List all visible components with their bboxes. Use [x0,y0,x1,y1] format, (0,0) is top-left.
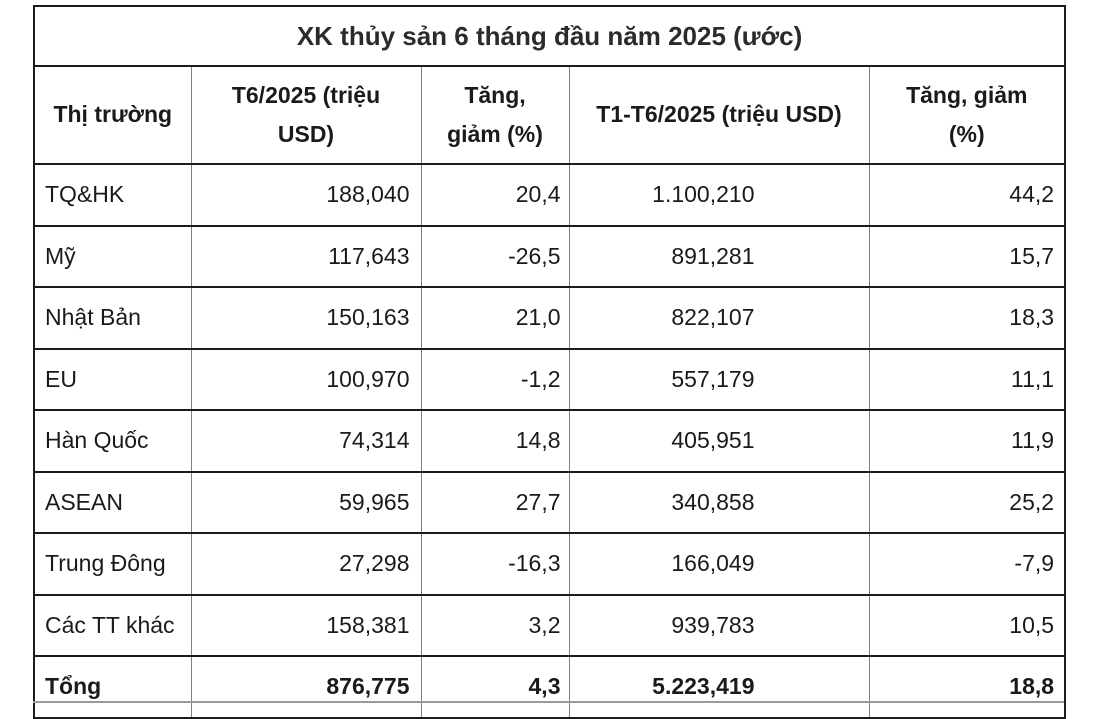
table-body: TQ&HK 188,040 20,4 1.100,210 44,2 Mỹ 117,643 -2… [34,164,1066,719]
t1t6-change-cell: 44,2 [868,164,1066,227]
cut-off-next-row-divider [33,701,1064,703]
table-row: EU 100,970 -1,2 557,179 11,1 [34,348,1066,411]
t1t6-change-cell: -7,9 [868,533,1066,596]
t1t6-change-cell: 15,7 [868,225,1066,288]
t1t6-value-cell: 405,951 [568,410,869,473]
table-row: Nhật Bản 150,163 21,0 822,107 18,3 [34,287,1066,350]
table-header-row: Thị trường T6/2025 (triệu USD) Tăng, giả… [34,66,1066,165]
table-row: Các TT khác 158,381 3,2 939,783 10,5 [34,594,1066,657]
t6-value-cell: 117,643 [190,225,421,288]
t1t6-value-cell: 891,281 [568,225,869,288]
t1t6-value-cell: 939,783 [568,594,869,657]
t6-change-cell: 21,0 [420,287,569,350]
market-name: Tổng [34,656,191,719]
t6-value-cell: 100,970 [190,348,421,411]
table-row: TQ&HK 188,040 20,4 1.100,210 44,2 [34,164,1066,227]
t6-value-cell: 876,775 [190,656,421,719]
market-name: TQ&HK [34,164,191,227]
t1t6-value-cell: 340,858 [568,471,869,534]
t1t6-change-cell: 18,3 [868,287,1066,350]
table-row: Hàn Quốc 74,314 14,8 405,951 11,9 [34,410,1066,473]
seafood-export-table: XK thủy sản 6 tháng đầu năm 2025 (ước) T… [33,5,1067,719]
table-row: Trung Đông 27,298 -16,3 166,049 -7,9 [34,533,1066,596]
t6-value-cell: 188,040 [190,164,421,227]
market-name: Trung Đông [34,533,191,596]
t6-value-cell: 74,314 [190,410,421,473]
t6-change-cell: 27,7 [420,471,569,534]
col-header-market: Thị trường [34,66,191,165]
table-row: ASEAN 59,965 27,7 340,858 25,2 [34,471,1066,534]
t6-change-cell: -1,2 [420,348,569,411]
t6-change-cell: 14,8 [420,410,569,473]
t6-value-cell: 150,163 [190,287,421,350]
market-name: ASEAN [34,471,191,534]
t1t6-value-cell: 5.223,419 [568,656,869,719]
table-row: Mỹ 117,643 -26,5 891,281 15,7 [34,225,1066,288]
t6-value-cell: 59,965 [190,471,421,534]
t1t6-change-cell: 25,2 [868,471,1066,534]
col-header-t6-change: Tăng, giảm (%) [420,66,569,165]
market-name: Các TT khác [34,594,191,657]
t6-change-cell: -26,5 [420,225,569,288]
t6-change-cell: 3,2 [420,594,569,657]
t1t6-change-cell: 18,8 [868,656,1066,719]
market-name: Hàn Quốc [34,410,191,473]
col-header-t6-value: T6/2025 (triệu USD) [190,66,421,165]
total-row: Tổng 876,775 4,3 5.223,419 18,8 [34,656,1066,719]
t1t6-value-cell: 166,049 [568,533,869,596]
t6-change-cell: 20,4 [420,164,569,227]
t1t6-change-cell: 11,1 [868,348,1066,411]
market-name: EU [34,348,191,411]
t1t6-value-cell: 1.100,210 [568,164,869,227]
t6-change-cell: 4,3 [420,656,569,719]
t1t6-change-cell: 10,5 [868,594,1066,657]
table-title: XK thủy sản 6 tháng đầu năm 2025 (ước) [34,6,1066,67]
table-title-row: XK thủy sản 6 tháng đầu năm 2025 (ước) [34,6,1066,67]
t6-change-cell: -16,3 [420,533,569,596]
t6-value-cell: 27,298 [190,533,421,596]
col-header-t1t6-change: Tăng, giảm (%) [868,66,1066,165]
t1t6-value-cell: 557,179 [568,348,869,411]
col-header-t1t6-value: T1-T6/2025 (triệu USD) [568,66,869,165]
t1t6-value-cell: 822,107 [568,287,869,350]
market-name: Mỹ [34,225,191,288]
market-name: Nhật Bản [34,287,191,350]
t6-value-cell: 158,381 [190,594,421,657]
t1t6-change-cell: 11,9 [868,410,1066,473]
